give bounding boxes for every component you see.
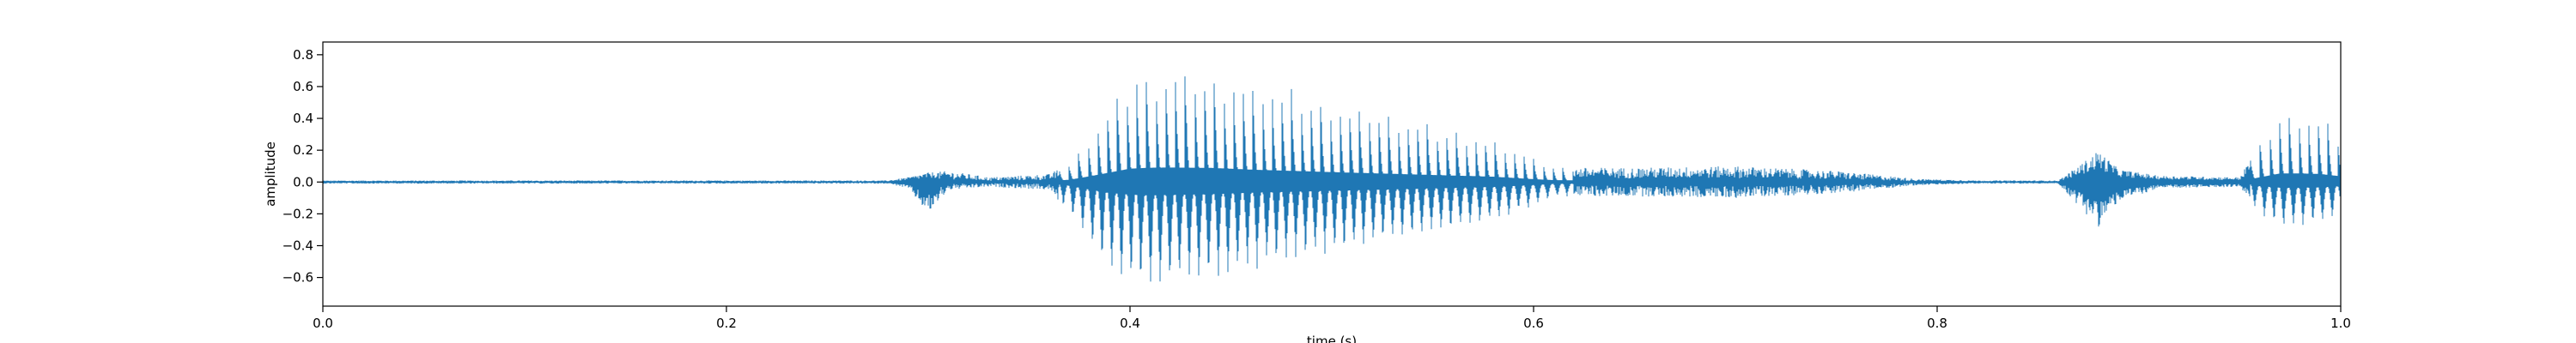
x-tick-label: 0.8 <box>1927 316 1947 331</box>
y-tick-label: −0.6 <box>283 270 313 286</box>
x-axis-ticks: 0.0 0.2 0.4 0.6 0.8 1.0 <box>313 306 2351 331</box>
y-tick-label: 0.8 <box>293 47 313 63</box>
waveform-line <box>322 76 2342 282</box>
axes <box>322 41 2342 307</box>
y-tick-label: 0.2 <box>293 142 313 158</box>
x-axis-label: time (s) <box>1307 334 1357 343</box>
y-tick-label: 0.0 <box>293 174 313 190</box>
x-tick-label: 0.6 <box>1523 316 1544 331</box>
y-tick-label: 0.6 <box>293 79 313 94</box>
x-tick-label: 0.4 <box>1120 316 1140 331</box>
y-axis-ticks: −0.6 −0.4 −0.2 0.0 0.2 0.4 0.6 0.8 <box>283 47 323 286</box>
x-tick-label: 0.0 <box>313 316 333 331</box>
x-tick-label: 1.0 <box>2330 316 2351 331</box>
y-axis-label: amplitude <box>263 141 278 207</box>
x-tick-label: 0.2 <box>716 316 737 331</box>
y-tick-label: −0.2 <box>283 206 313 221</box>
y-tick-label: 0.4 <box>293 111 313 126</box>
y-tick-label: −0.4 <box>283 238 313 253</box>
plot-area <box>322 76 2342 282</box>
axes-frame <box>322 41 2342 307</box>
